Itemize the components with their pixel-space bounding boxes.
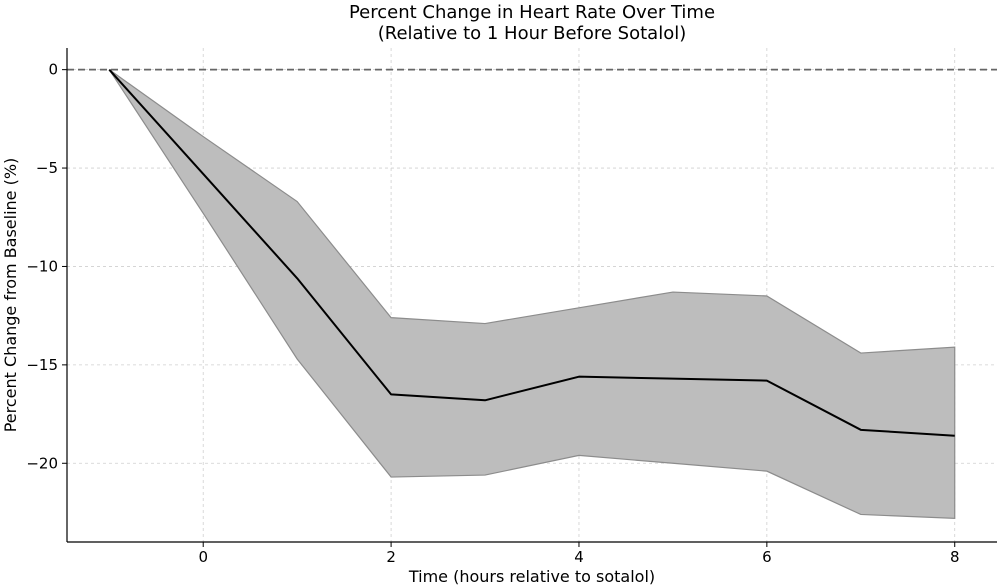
x-tick-label: 4 bbox=[574, 548, 584, 566]
x-axis-label: Time (hours relative to sotalol) bbox=[408, 567, 655, 586]
series-line-group bbox=[108, 68, 955, 437]
x-tick-label: 2 bbox=[386, 548, 396, 566]
y-tick-label: −10 bbox=[26, 257, 58, 275]
y-tick-label: −15 bbox=[26, 356, 58, 374]
x-tick-label: 8 bbox=[950, 548, 960, 566]
y-tick-label: −20 bbox=[26, 454, 58, 472]
y-axis-label: Percent Change from Baseline (%) bbox=[1, 158, 20, 433]
y-tick-label: 0 bbox=[48, 61, 58, 79]
x-tick-label: 6 bbox=[762, 548, 772, 566]
y-tick-label: −5 bbox=[36, 159, 58, 177]
confidence-band bbox=[108, 69, 956, 520]
series-line bbox=[108, 68, 955, 437]
confidence-band-group bbox=[108, 69, 956, 520]
chart-subtitle: (Relative to 1 Hour Before Sotalol) bbox=[378, 23, 687, 44]
x-tick-label: 0 bbox=[198, 548, 208, 566]
axes bbox=[66, 48, 997, 543]
chart-title: Percent Change in Heart Rate Over Time bbox=[349, 2, 715, 23]
tick-labels: 0 2 4 6 8 0 −5 −10 −15 −20 bbox=[26, 61, 959, 566]
